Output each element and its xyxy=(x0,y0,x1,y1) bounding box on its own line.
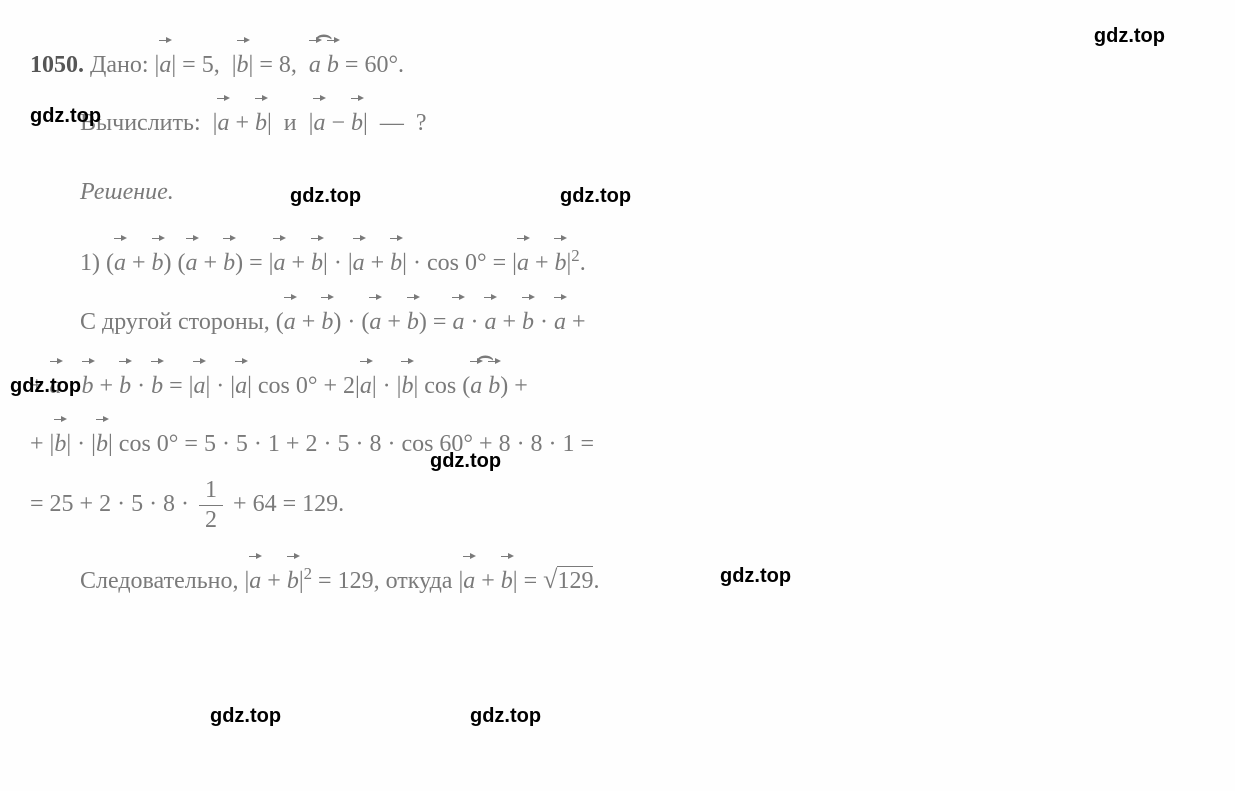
problem-number: 1050. xyxy=(30,52,84,78)
watermark: gdz.top xyxy=(560,180,631,212)
other-side-line: С другой стороны, (a + b) · (a + b) = a … xyxy=(80,295,1205,341)
conclusion-line: Следовательно, |a + b|2 = 129, откуда |a… xyxy=(80,554,1205,601)
watermark: gdz.top xyxy=(430,445,501,477)
watermark: gdz.top xyxy=(210,700,281,732)
step1-line1: 1) (a + b) (a + b) = |a + b| · |a + b| ·… xyxy=(80,236,1205,282)
watermark: gdz.top xyxy=(720,560,791,592)
given-label: Дано: xyxy=(90,52,149,78)
sqrt-result: √129 xyxy=(543,559,593,601)
calc-line4: = 25 + 2 · 5 · 8 · 1 2 + 64 = 129. xyxy=(30,476,1205,535)
expansion-line3: + |b| · |b| cos 0° = 5 · 5 · 1 + 2 · 5 ·… xyxy=(30,417,1205,463)
question-mark: ? xyxy=(416,110,427,136)
fraction-half: 1 2 xyxy=(199,476,223,535)
vector-a: a xyxy=(159,38,171,84)
angle-hat: a b xyxy=(309,32,339,84)
watermark: gdz.top xyxy=(30,100,101,132)
magnitude-a: 5 xyxy=(202,52,214,78)
vector-b: b xyxy=(237,38,249,84)
watermark: gdz.top xyxy=(1094,20,1165,52)
watermark: gdz.top xyxy=(290,180,361,212)
given-line: 1050. Дано: |a| = 5, |b| = 8, a b = 60°. xyxy=(30,32,1205,84)
magnitude-b: 8 xyxy=(279,52,291,78)
angle-value: 60° xyxy=(364,52,398,78)
compute-line: Вычислить: |a + b| и |a − b| — ? xyxy=(80,96,1205,142)
solution-heading: Решение. xyxy=(80,173,1205,211)
watermark: gdz.top xyxy=(470,700,541,732)
expansion-line2: + a · b + b · b = |a| · |a| cos 0° + 2|a… xyxy=(30,353,1205,405)
watermark: gdz.top xyxy=(10,370,81,402)
